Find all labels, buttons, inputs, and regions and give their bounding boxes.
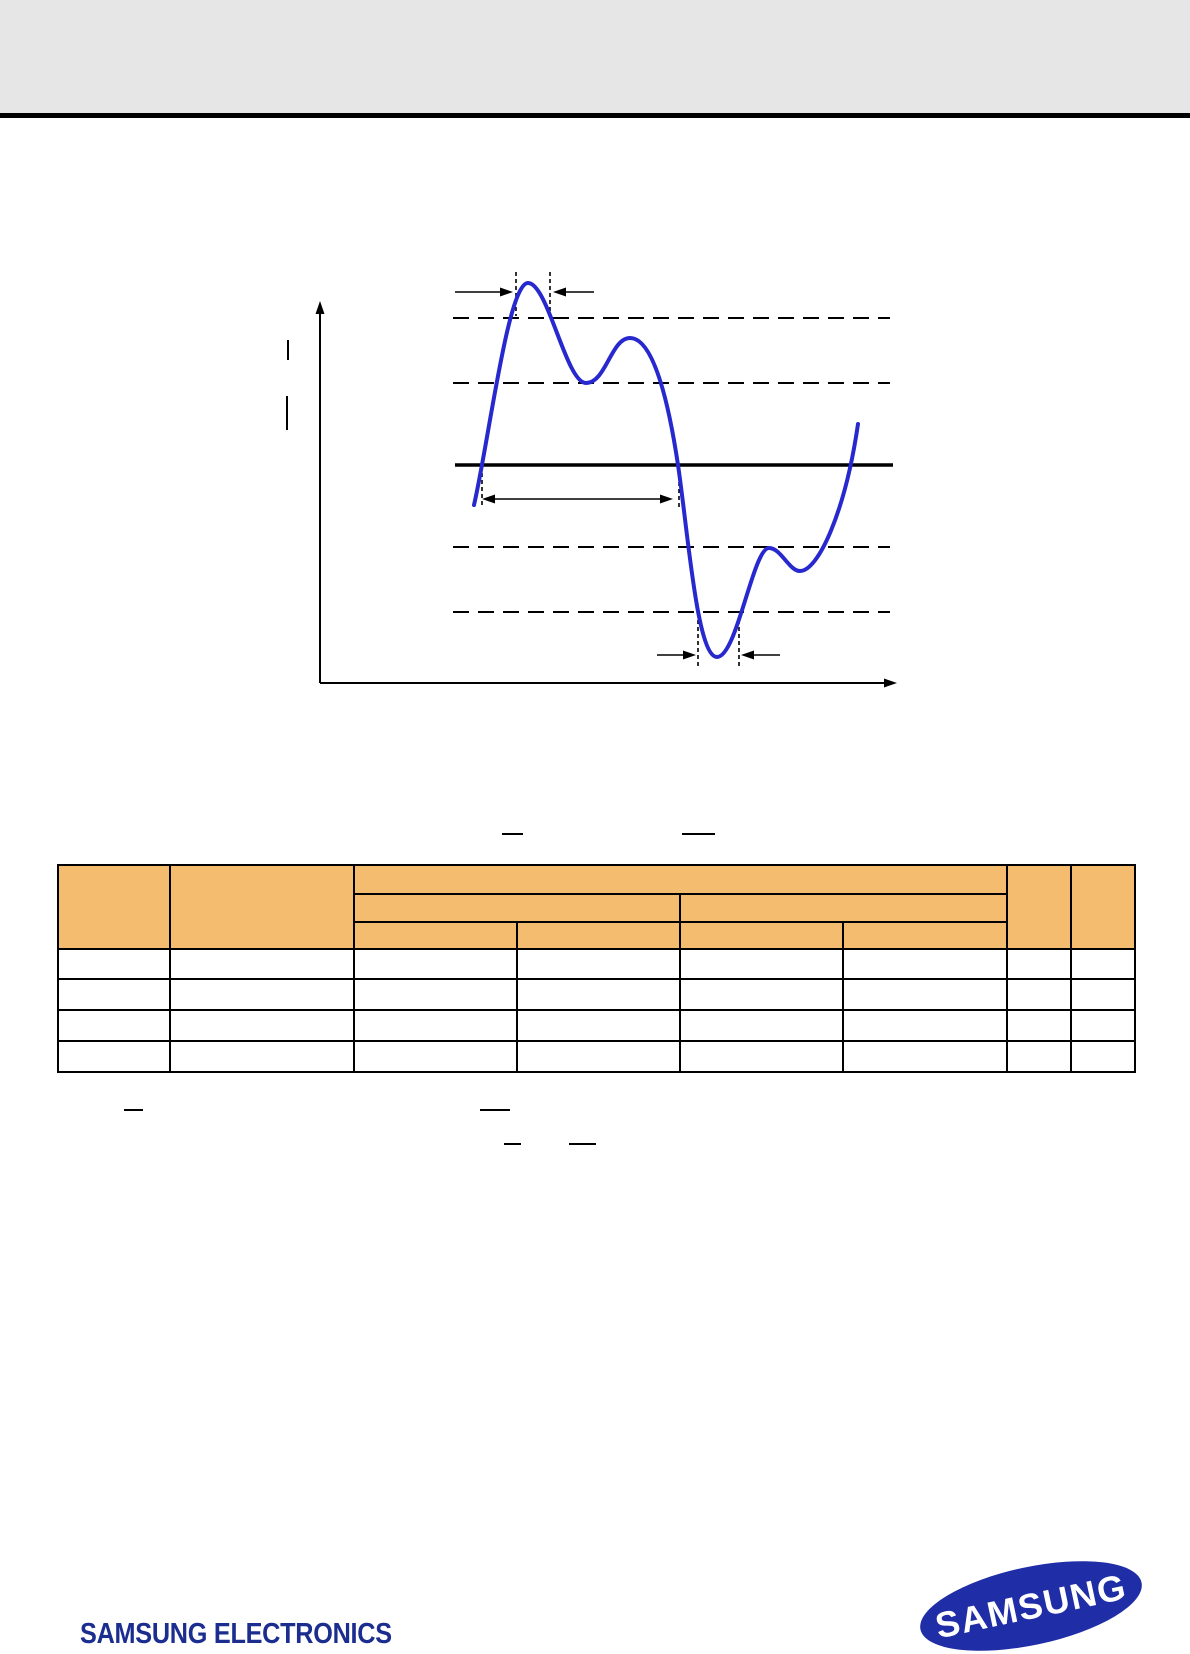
arrowhead-up	[315, 301, 325, 314]
spec-table-cell	[1070, 1009, 1136, 1042]
spec-table-header-cell	[842, 921, 1008, 950]
spec-table-cell	[1006, 978, 1072, 1011]
spec-table-cell	[1070, 948, 1136, 980]
spec-table-cell	[842, 948, 1008, 980]
spec-table-cell	[1070, 1040, 1136, 1073]
spec-table-cell	[353, 978, 518, 1011]
spec-table-header-cell	[679, 893, 1008, 923]
arrowhead-left	[482, 494, 495, 504]
spec-table-header-cell	[353, 921, 518, 950]
spec-table-cell	[1006, 1009, 1072, 1042]
spec-table-cell	[169, 948, 355, 980]
spec-table-header-cell	[516, 921, 681, 950]
waveform-curve	[472, 280, 860, 660]
spec-table-cell	[1006, 1040, 1072, 1073]
spec-table-cell	[353, 1040, 518, 1073]
spec-table-header-cell	[1070, 864, 1136, 950]
samsung-logo: SAMSUNG	[920, 1561, 1142, 1651]
spec-table	[57, 864, 1136, 1073]
arrowhead-right	[884, 678, 897, 688]
spec-table-header-cell	[353, 864, 1008, 895]
samsung-logo-ellipse	[920, 1561, 1142, 1651]
spec-table-cell	[679, 948, 844, 980]
header-band	[0, 0, 1190, 113]
spec-table-header-cell	[679, 921, 844, 950]
arrowhead-right	[500, 287, 513, 297]
arrowhead-right	[683, 650, 696, 660]
spec-table-cell	[516, 978, 681, 1011]
spec-table-header-cell	[1006, 864, 1072, 950]
header-rule	[0, 113, 1190, 118]
spec-table-cell	[1070, 978, 1136, 1011]
spec-table-cell	[169, 1009, 355, 1042]
spec-table-cell	[57, 1040, 171, 1073]
spec-table-cell	[679, 1009, 844, 1042]
spec-table-cell	[679, 978, 844, 1011]
spec-table-cell	[516, 948, 681, 980]
spec-table-cell	[516, 1009, 681, 1042]
arrowhead-left	[553, 287, 566, 297]
spec-table-cell	[169, 1040, 355, 1073]
spec-table-cell	[353, 948, 518, 980]
spec-table-cell	[57, 948, 171, 980]
spec-table-header-cell	[169, 864, 355, 950]
spec-table-cell	[516, 1040, 681, 1073]
spec-table-cell	[679, 1040, 844, 1073]
spec-table-cell	[169, 978, 355, 1011]
spec-table-cell	[1006, 948, 1072, 980]
spec-table-header-cell	[57, 864, 171, 950]
spec-table-cell	[842, 978, 1008, 1011]
spec-table-cell	[842, 1009, 1008, 1042]
spec-table-cell	[57, 1009, 171, 1042]
spec-table-cell	[353, 1009, 518, 1042]
spec-table-cell	[842, 1040, 1008, 1073]
arrowhead-right	[660, 494, 673, 504]
samsung-electronics-wordmark: SAMSUNG ELECTRONICS	[80, 1618, 392, 1650]
arrowhead-left	[741, 650, 754, 660]
spec-table-cell	[57, 978, 171, 1011]
spec-table-header-cell	[353, 893, 681, 923]
